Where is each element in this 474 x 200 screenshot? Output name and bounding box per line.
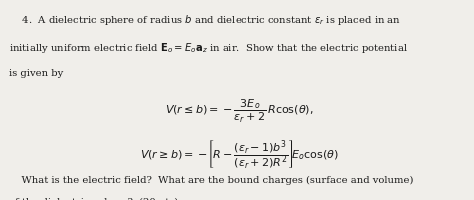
Text: $V(r \geq b) = -\!\left[R - \dfrac{(\epsilon_r - 1)b^3}{(\epsilon_r + 2)R^2}\rig: $V(r \geq b) = -\!\left[R - \dfrac{(\eps… — [140, 138, 339, 171]
Text: 4.  A dielectric sphere of radius $b$ and dielectric constant $\epsilon_r$ is pl: 4. A dielectric sphere of radius $b$ and… — [9, 13, 401, 27]
Text: is given by: is given by — [9, 69, 64, 78]
Text: initially uniform electric field $\mathbf{E}_o = E_o\mathbf{a}_z$ in air.  Show : initially uniform electric field $\mathb… — [9, 41, 409, 55]
Text: $V(r \leq b) = -\dfrac{3E_o}{\epsilon_r + 2}\,R\mathrm{cos}(\theta),$: $V(r \leq b) = -\dfrac{3E_o}{\epsilon_r … — [165, 98, 314, 125]
Text: of the dielectric sphere?  (20 pts): of the dielectric sphere? (20 pts) — [9, 198, 179, 200]
Text: What is the electric field?  What are the bound charges (surface and volume): What is the electric field? What are the… — [9, 175, 414, 185]
